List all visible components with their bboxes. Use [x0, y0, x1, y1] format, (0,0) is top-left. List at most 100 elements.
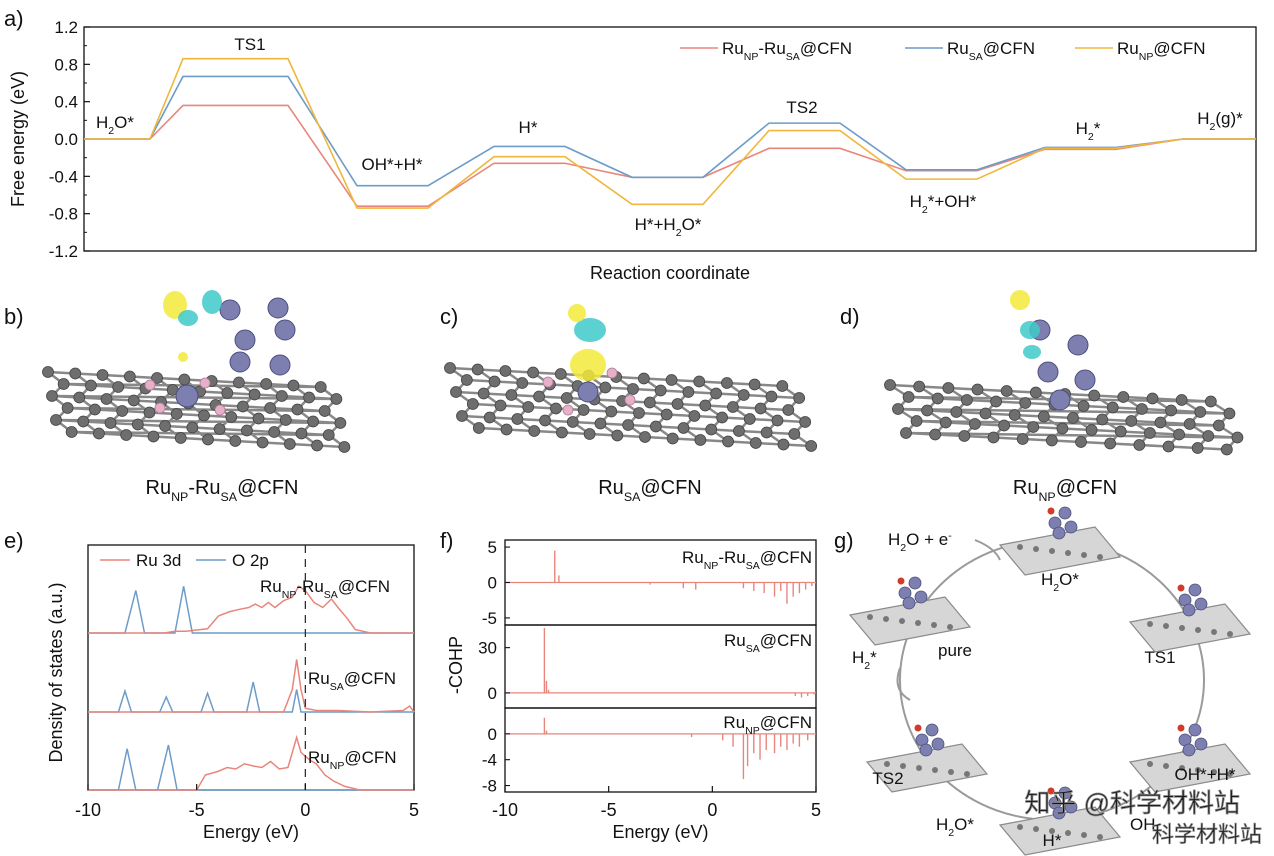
carbon-atom — [42, 366, 54, 378]
isosurface — [568, 304, 586, 322]
nitrogen-atom — [542, 376, 554, 388]
nitrogen-atom — [154, 402, 166, 414]
bond — [71, 430, 329, 437]
carbon-atom — [556, 426, 568, 439]
ru-atom — [1058, 786, 1072, 800]
nitrogen-atom — [214, 404, 226, 416]
carbon-atom — [665, 374, 678, 386]
chart-f-ytick-label: 0 — [488, 684, 497, 703]
cycle-structure-ts2 — [865, 723, 989, 793]
chart-a-ytick-label: 1.2 — [54, 18, 78, 37]
ru-atom — [229, 351, 251, 373]
carbon-atom — [639, 431, 651, 443]
carbon-atom — [793, 392, 806, 404]
bond — [55, 418, 341, 425]
carbon-atom — [85, 379, 97, 392]
carbon-atom — [311, 439, 323, 452]
state-label-8: H2(g)* — [1197, 109, 1243, 133]
carbon-atom — [252, 412, 265, 425]
carbon-atom — [1223, 407, 1236, 420]
carbon-atom — [961, 394, 973, 406]
carbon-atom — [1212, 419, 1225, 432]
dos-ru3d-line — [88, 734, 414, 791]
carbon-atom — [314, 381, 327, 393]
carbon-atom — [233, 376, 245, 389]
carbon-atom — [116, 405, 129, 417]
carbon-atom — [1085, 424, 1098, 436]
carbon-atom — [1163, 763, 1169, 769]
carbon-atom — [990, 395, 1002, 408]
carbon-atom — [554, 368, 567, 380]
panel-label-c: c) — [440, 304, 458, 329]
carbon-atom — [522, 401, 535, 413]
chart-f-ytick-label: 0 — [488, 725, 497, 744]
carbon-atom — [605, 405, 618, 418]
nitrogen-atom — [624, 394, 636, 406]
carbon-atom — [1154, 416, 1167, 429]
state-label-7: H2* — [1076, 119, 1101, 143]
chart-e-xtick-label: 5 — [409, 800, 419, 820]
carbon-atom — [693, 375, 706, 388]
carbon-atom — [225, 411, 238, 423]
legend-label: RuNP@CFN — [1117, 39, 1206, 63]
carbon-atom — [322, 429, 335, 441]
carbon-atom — [902, 391, 915, 403]
carbon-atom — [705, 423, 718, 436]
isosurface — [178, 352, 188, 362]
carbon-atom — [710, 387, 722, 400]
carbon-atom — [947, 624, 953, 630]
carbon-atom — [104, 417, 117, 429]
cycle-label-pure: pure — [938, 641, 972, 660]
chart-f-ytick-label: 30 — [478, 639, 497, 658]
carbon-atom — [237, 400, 249, 413]
caption-d: RuNP@CFN — [1013, 477, 1117, 504]
carbon-atom — [916, 765, 922, 771]
carbon-atom — [77, 415, 90, 428]
legend-o2p: O 2p — [232, 551, 269, 570]
carbon-atom — [782, 404, 795, 416]
free-energy-chart: 1.2 0.8 0.4 0.0 -0.4 -0.8 -1.2 Free energy (eV)… — [8, 18, 1257, 283]
carbon-atom — [1173, 428, 1185, 441]
carbon-atom — [1017, 824, 1023, 830]
carbon-atom — [998, 419, 1010, 432]
carbon-atom — [1056, 422, 1069, 435]
carbon-atom — [334, 417, 347, 429]
carbon-atom — [1049, 548, 1055, 554]
carbon-atom — [754, 402, 767, 415]
carbon-atom — [450, 386, 462, 398]
nitrogen-atom — [144, 379, 156, 391]
state-label-1: TS1 — [234, 35, 265, 54]
carbon-atom — [505, 389, 518, 401]
carbon-atom — [494, 399, 507, 412]
carbon-atom — [1211, 629, 1217, 635]
carbon-atom — [799, 416, 812, 428]
carbon-atom — [913, 380, 926, 393]
carbon-atom — [89, 403, 101, 416]
carbon-atom — [915, 620, 921, 626]
carbon-atom — [456, 410, 468, 422]
carbon-atom — [1183, 418, 1196, 430]
panel-label-e: e) — [4, 528, 24, 553]
legend-label: RuSA@CFN — [947, 39, 1035, 63]
ru-atom — [1052, 806, 1066, 820]
carbon-atom — [788, 428, 801, 440]
carbon-atom — [737, 389, 750, 401]
nitrogen-atom — [562, 404, 574, 416]
carbon-atom — [1000, 385, 1013, 397]
carbon-atom — [1097, 554, 1103, 560]
output-arrow — [896, 667, 911, 701]
ru-atom — [1052, 526, 1066, 540]
panel-label-g: g) — [834, 528, 854, 553]
cycle-label-ts1: TS1 — [1144, 648, 1175, 667]
carbon-atom — [969, 418, 981, 430]
cohp-chart: 5 0 -5 RuNP-RuSA@CFN 30 0 RuSA@CFN 0 -4 -8 RuNP@CF… — [446, 538, 821, 842]
chart-e-ylabel: Density of states (a.u.) — [46, 582, 66, 762]
ru-atom — [267, 297, 289, 319]
carbon-atom — [1147, 621, 1153, 627]
carbon-atom — [1065, 550, 1071, 556]
carbon-atom — [900, 763, 906, 769]
carbon-atom — [867, 614, 873, 620]
carbon-atom — [1163, 623, 1169, 629]
